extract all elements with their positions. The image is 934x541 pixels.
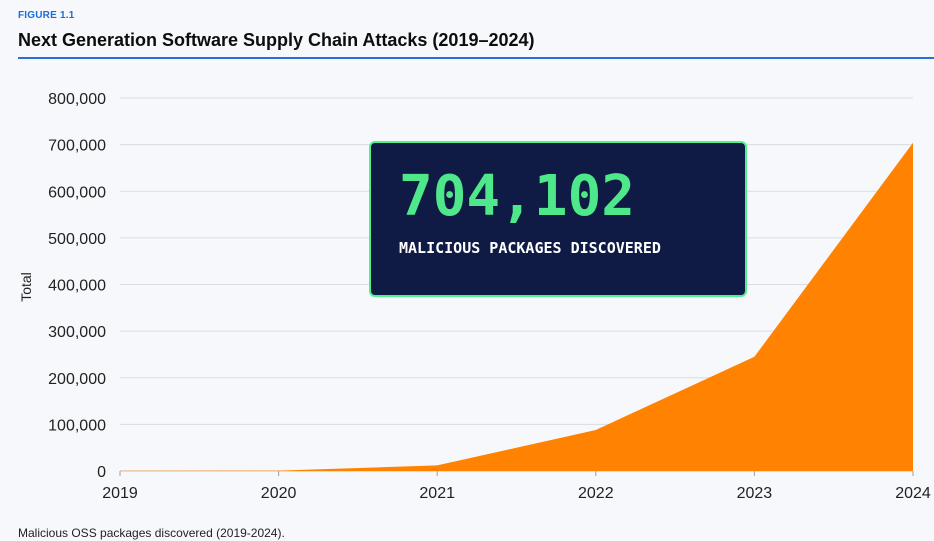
chart-title: Next Generation Software Supply Chain At… <box>18 30 535 50</box>
figure-caption: Malicious OSS packages discovered (2019-… <box>18 526 285 540</box>
area-series <box>119 142 914 471</box>
callout-value: 704,102 <box>399 164 636 229</box>
y-tick-label: 400,000 <box>48 278 106 295</box>
x-tick-label: 2023 <box>737 485 773 502</box>
x-axis-ticks: 2019 2020 2021 2022 2023 2024 <box>102 471 931 502</box>
x-tick-label: 2019 <box>102 485 138 502</box>
figure-label: FIGURE 1.1 <box>18 10 75 21</box>
x-tick-label: 2020 <box>261 485 297 502</box>
y-tick-label: 200,000 <box>48 371 106 388</box>
y-tick-label: 300,000 <box>48 324 106 341</box>
x-tick-label: 2021 <box>419 485 455 502</box>
y-tick-label: 700,000 <box>48 138 106 155</box>
y-axis-ticks: 0 100,000 200,000 300,000 400,000 500,000 600,… <box>48 91 106 481</box>
y-tick-label: 0 <box>97 464 106 481</box>
y-tick-label: 100,000 <box>48 417 106 434</box>
callout-text: MALICIOUS PACKAGES DISCOVERED <box>399 239 661 257</box>
total-callout: 704,102 MALICIOUS PACKAGES DISCOVERED <box>369 141 747 297</box>
y-axis-label: Total <box>18 272 34 302</box>
title-rule <box>18 57 934 59</box>
x-tick-label: 2022 <box>578 485 614 502</box>
y-tick-label: 800,000 <box>48 91 106 108</box>
y-tick-label: 600,000 <box>48 184 106 201</box>
x-tick-label: 2024 <box>895 485 931 502</box>
y-tick-label: 500,000 <box>48 231 106 248</box>
area-fill <box>120 142 913 471</box>
